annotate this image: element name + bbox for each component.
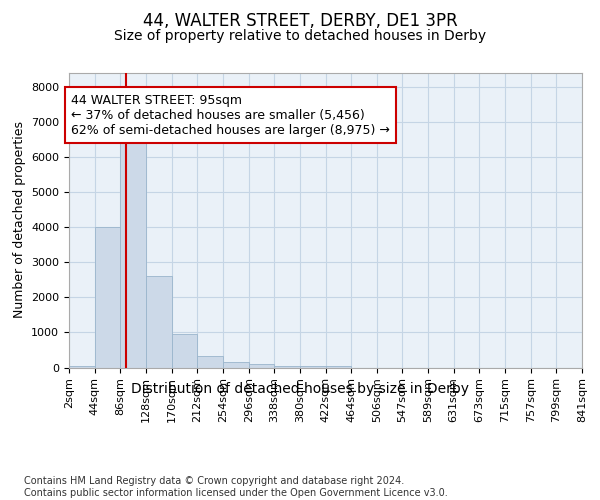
Bar — [274, 366, 300, 368]
Bar — [95, 227, 121, 368]
Text: 44 WALTER STREET: 95sqm
← 37% of detached houses are smaller (5,456)
62% of semi: 44 WALTER STREET: 95sqm ← 37% of detache… — [71, 94, 390, 136]
Text: Distribution of detached houses by size in Derby: Distribution of detached houses by size … — [131, 382, 469, 396]
Text: Contains HM Land Registry data © Crown copyright and database right 2024.
Contai: Contains HM Land Registry data © Crown c… — [24, 476, 448, 498]
Bar — [172, 334, 197, 368]
Bar — [249, 364, 274, 368]
Bar — [197, 356, 223, 368]
Y-axis label: Number of detached properties: Number of detached properties — [13, 122, 26, 318]
Bar — [121, 136, 146, 368]
Bar — [326, 366, 352, 368]
Text: 44, WALTER STREET, DERBY, DE1 3PR: 44, WALTER STREET, DERBY, DE1 3PR — [143, 12, 457, 30]
Bar — [223, 362, 249, 368]
Text: Size of property relative to detached houses in Derby: Size of property relative to detached ho… — [114, 29, 486, 43]
Bar — [146, 276, 172, 368]
Bar — [69, 366, 95, 368]
Bar — [300, 366, 326, 368]
